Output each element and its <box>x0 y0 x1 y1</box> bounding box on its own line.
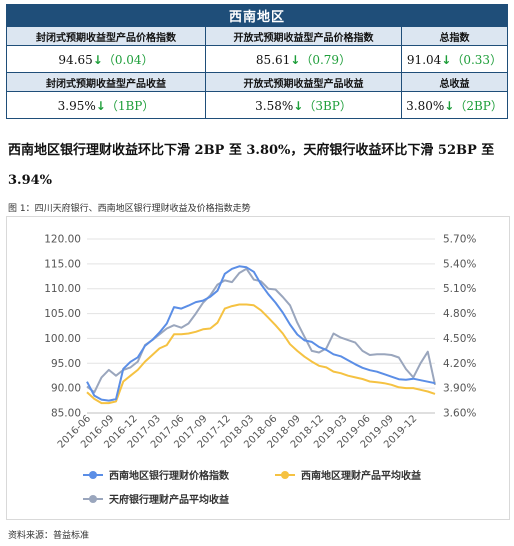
total-yield-header: 总收益 <box>400 72 509 92</box>
left-axis-tick-label: 105.00 <box>44 308 81 320</box>
closed-price-index-cell: 94.65↓（0.04） <box>6 45 206 73</box>
total-yield-change: （2BP） <box>454 98 503 113</box>
left-axis-tick-label: 100.00 <box>44 333 81 345</box>
series-line-region-yield <box>86 303 436 405</box>
left-axis-tick-label: 110.00 <box>44 283 81 295</box>
open-price-index-header: 开放式预期收益型产品价格指数 <box>205 26 402 46</box>
down-arrow-icon: ↓ <box>293 98 304 113</box>
legend-marker <box>89 495 97 503</box>
open-yield-value: 3.58% <box>255 98 294 113</box>
down-arrow-icon: ↓ <box>290 52 301 67</box>
right-axis-tick-label: 3.90% <box>443 383 476 395</box>
right-axis-tick-label: 4.20% <box>443 358 476 370</box>
trend-chart: 85.00 90.00 95.00 100.00 105.00 110.00 115.00 1… <box>44 234 476 507</box>
open-yield-header: 开放式预期收益型产品收益 <box>205 72 402 92</box>
total-index-header: 总指数 <box>400 26 509 46</box>
left-axis-tick-label: 85.00 <box>51 408 81 420</box>
legend-marker <box>89 471 97 479</box>
closed-yield-change: （1BP） <box>105 98 155 113</box>
closed-price-index-change: （0.04） <box>102 52 154 67</box>
down-arrow-icon: ↓ <box>444 98 455 113</box>
left-axis-tick-label: 115.00 <box>44 258 81 270</box>
figure-caption: 图 1：四川天府银行、西南地区银行理财收益及价格指数走势 <box>8 204 251 214</box>
summary-table: 西南地区 封闭式预期收益型产品价格指数 开放式预期收益型产品价格指数 总指数 9… <box>5 4 509 119</box>
closed-price-index-value: 94.65 <box>58 52 93 67</box>
right-axis-tick-label: 5.70% <box>443 234 476 246</box>
closed-yield-cell: 3.95%↓（1BP） <box>6 91 206 119</box>
legend-marker <box>281 471 289 479</box>
left-axis-tick-label: 90.00 <box>51 383 81 395</box>
closed-yield-value: 3.95% <box>57 98 96 113</box>
down-arrow-icon: ↓ <box>441 52 452 67</box>
total-index-change: （0.33） <box>451 52 503 67</box>
open-price-index-change: （0.79） <box>300 52 352 67</box>
right-axis-tick-label: 3.60% <box>443 408 476 420</box>
legend-label: 西南地区理财产品平均收益 <box>301 469 421 482</box>
region-title: 西南地区 <box>5 4 509 27</box>
closed-price-index-header: 封闭式预期收益型产品价格指数 <box>6 26 206 46</box>
total-yield-cell: 3.80%↓（2BP） <box>400 91 509 119</box>
open-yield-cell: 3.58%↓（3BP） <box>205 91 402 119</box>
chart-frame: 85.00 90.00 95.00 100.00 105.00 110.00 115.00 1… <box>6 216 510 520</box>
right-axis-tick-label: 5.40% <box>443 258 476 270</box>
open-price-index-value: 85.61 <box>255 52 291 67</box>
headline: 西南地区银行理财收益环比下滑 2BP 至 3.80%，天府银行收益环比下滑 52… <box>8 143 495 188</box>
left-axis-tick-label: 95.00 <box>51 358 81 370</box>
down-arrow-icon: ↓ <box>95 98 106 113</box>
right-axis-tick-label: 4.50% <box>443 333 476 345</box>
total-index-cell: 91.04↓（0.33） <box>400 45 509 73</box>
total-yield-value: 3.80% <box>406 98 445 113</box>
total-index-value: 91.04 <box>406 52 442 67</box>
left-axis-tick-label: 120.00 <box>44 234 81 246</box>
source-note: 资料来源：普益标准 <box>8 531 90 541</box>
right-axis-tick-label: 5.10% <box>443 283 476 295</box>
closed-yield-header: 封闭式预期收益型产品收益 <box>6 72 206 92</box>
down-arrow-icon: ↓ <box>92 52 103 67</box>
open-price-index-cell: 85.61↓（0.79） <box>205 45 402 73</box>
right-axis-tick-label: 4.80% <box>443 308 476 320</box>
series-line-price-index <box>86 265 436 402</box>
open-yield-change: （3BP） <box>303 98 352 113</box>
legend-label: 西南地区银行理财价格指数 <box>109 469 230 482</box>
legend-label: 天府银行理财产品平均收益 <box>109 493 229 506</box>
